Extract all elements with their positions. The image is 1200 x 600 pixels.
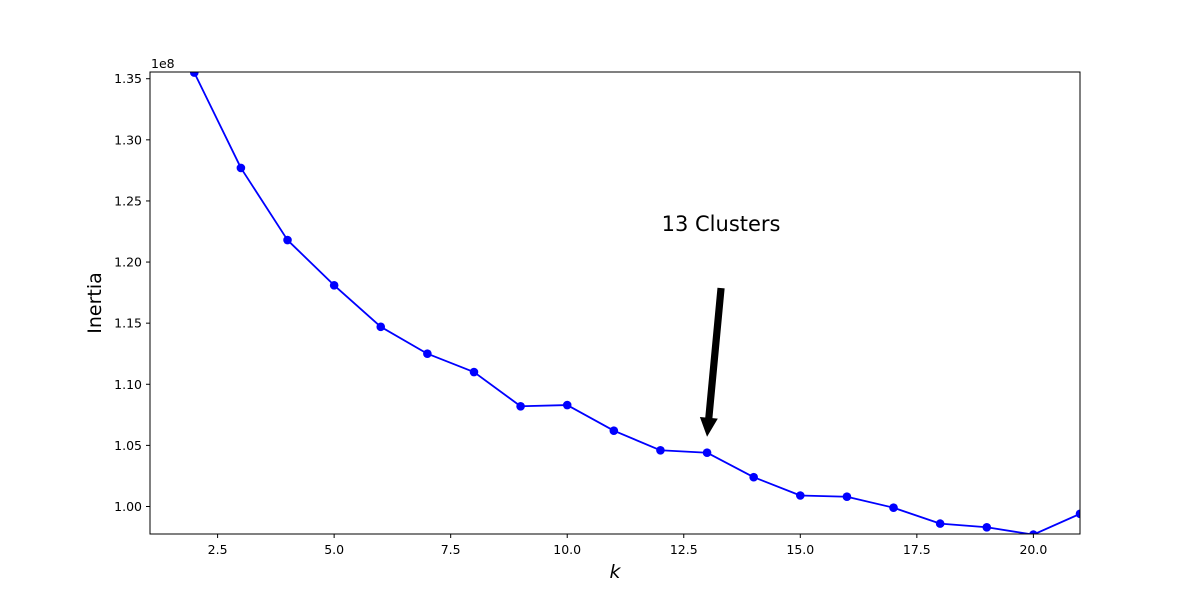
data-point — [329, 280, 339, 290]
data-point — [562, 400, 572, 410]
data-point — [889, 503, 898, 513]
data-point — [702, 448, 712, 458]
data-point — [283, 235, 292, 245]
x-tick-label: 15.0 — [786, 542, 814, 557]
plot-area — [189, 72, 1080, 534]
data-point — [423, 349, 432, 359]
x-axis-ticks: 2.5 5.0 7.5 10.0 12.5 15.0 17.5 20.0 — [208, 534, 1047, 557]
x-tick-label: 5.0 — [324, 542, 344, 557]
y-tick-label: 1.20 — [114, 255, 142, 270]
y-tick-label: 1.25 — [114, 193, 142, 208]
y-axis-label: Inertia — [84, 272, 106, 334]
y-axis-ticks: 1.00 1.05 1.10 1.15 1.20 1.25 1.30 1.35 — [114, 71, 150, 514]
data-point — [935, 519, 945, 528]
data-point — [376, 322, 386, 332]
data-point — [189, 72, 199, 77]
y-tick-label: 1.10 — [114, 377, 142, 392]
y-tick-label: 1.35 — [114, 71, 142, 86]
data-point — [1075, 509, 1080, 519]
x-axis-label: k — [609, 561, 621, 583]
data-point — [469, 367, 479, 377]
data-point — [656, 445, 665, 455]
annotation-arrow — [699, 287, 725, 437]
data-point — [982, 522, 992, 532]
x-tick-label: 12.5 — [670, 542, 698, 557]
data-point — [609, 426, 619, 436]
y-axis-offset-label: 1e8 — [151, 56, 175, 71]
data-point — [516, 401, 525, 411]
series-group — [189, 72, 1080, 534]
data-point — [1029, 530, 1038, 534]
x-tick-label: 10.0 — [553, 542, 581, 557]
annotation-text: 13 Clusters — [662, 212, 781, 236]
y-tick-label: 1.15 — [114, 316, 142, 331]
x-tick-label: 2.5 — [208, 542, 228, 557]
y-tick-label: 1.00 — [114, 499, 142, 514]
data-point — [236, 163, 246, 173]
x-tick-label: 20.0 — [1019, 542, 1047, 557]
data-point — [749, 472, 758, 482]
y-tick-label: 1.30 — [114, 132, 142, 147]
x-tick-label: 7.5 — [441, 542, 461, 557]
annotation: 13 Clusters — [662, 212, 781, 437]
series-line — [193, 72, 1080, 534]
data-point — [796, 491, 805, 500]
y-tick-label: 1.05 — [114, 438, 142, 453]
x-tick-label: 17.5 — [903, 542, 931, 557]
plot-frame — [149, 71, 1081, 535]
data-point — [842, 492, 852, 502]
